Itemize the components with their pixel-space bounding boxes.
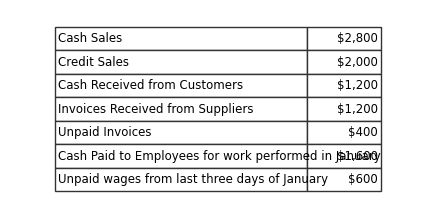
Bar — [55, 121, 307, 144]
Bar — [307, 50, 381, 74]
Bar — [307, 121, 381, 144]
Bar — [307, 27, 381, 50]
Text: $1,600: $1,600 — [337, 150, 377, 163]
Bar — [307, 168, 381, 191]
Text: $400: $400 — [348, 126, 377, 139]
Text: Cash Sales: Cash Sales — [58, 32, 122, 45]
Bar — [55, 168, 307, 191]
Bar — [307, 74, 381, 97]
Bar — [55, 97, 307, 121]
Bar — [55, 144, 307, 168]
Text: $600: $600 — [348, 173, 377, 186]
Bar — [55, 50, 307, 74]
Bar — [55, 27, 307, 50]
Text: Unpaid wages from last three days of January: Unpaid wages from last three days of Jan… — [58, 173, 328, 186]
Text: $2,000: $2,000 — [337, 56, 377, 68]
Text: Unpaid Invoices: Unpaid Invoices — [58, 126, 152, 139]
Text: Cash Received from Customers: Cash Received from Customers — [58, 79, 243, 92]
Bar — [307, 144, 381, 168]
Text: Cash Paid to Employees for work performed in January: Cash Paid to Employees for work performe… — [58, 150, 381, 163]
Text: Invoices Received from Suppliers: Invoices Received from Suppliers — [58, 103, 254, 116]
Text: $1,200: $1,200 — [337, 79, 377, 92]
Bar — [307, 97, 381, 121]
Text: Credit Sales: Credit Sales — [58, 56, 129, 68]
Bar — [55, 74, 307, 97]
Text: $1,200: $1,200 — [337, 103, 377, 116]
Text: $2,800: $2,800 — [337, 32, 377, 45]
